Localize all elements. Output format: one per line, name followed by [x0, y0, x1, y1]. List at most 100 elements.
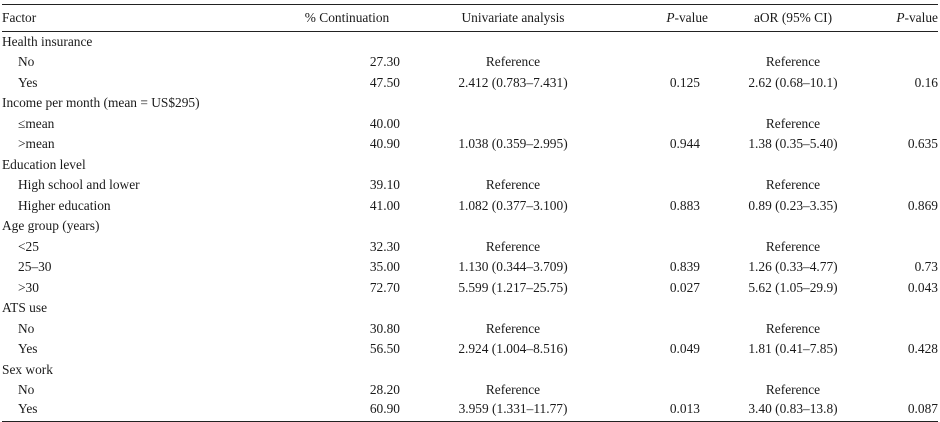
cell-univariate [418, 114, 608, 135]
table-row: <25 32.30 Reference Reference [2, 237, 938, 258]
cell-continuation: 56.50 [369, 341, 400, 357]
table-row: No 28.20 Reference Reference [2, 380, 938, 401]
cell-continuation: 60.90 [286, 400, 418, 422]
cell-p-value [608, 319, 712, 340]
cell-univariate: 3.959 (1.331–11.77) [418, 400, 608, 422]
cell-factor: No [18, 54, 35, 70]
cell-univariate: 1.038 (0.359–2.995) [458, 136, 568, 152]
cell-continuation: 39.10 [369, 177, 400, 193]
cell-factor: 25–30 [18, 259, 52, 275]
cell-univariate: 1.082 (0.377–3.100) [458, 197, 568, 213]
results-table: Factor % Continuation Univariate analysi… [2, 4, 938, 422]
cell-continuation: 40.90 [369, 136, 400, 152]
table-body: Health insurance No 27.30 Reference Referenc… [2, 32, 938, 422]
cell-univariate: Reference [485, 382, 541, 398]
cell-aor: 5.62 (1.05–29.9) [748, 279, 838, 295]
cell-univariate: Reference [485, 320, 541, 336]
cell-univariate: Reference [485, 238, 541, 254]
cell-factor: Higher education [18, 197, 111, 213]
table-row: Higher education 41.00 1.082 (0.377–3.100)… [2, 196, 938, 217]
cell-p-value [608, 380, 712, 401]
cell-aor: 3.40 (0.83–13.8) [712, 400, 874, 422]
table-row: 25–30 35.00 1.130 (0.344–3.709) 0.839 1.26 (… [2, 257, 938, 278]
cell-p-value: 0.049 [669, 341, 700, 357]
cell-continuation: 41.00 [369, 197, 400, 213]
cell-factor: Yes [2, 400, 286, 422]
cell-aor: Reference [765, 320, 821, 336]
results-table-figure: Factor % Continuation Univariate analysi… [2, 4, 938, 422]
cell-p-value [608, 52, 712, 73]
cell-adjusted-p-value [874, 237, 938, 258]
cell-adjusted-p-value: 0.869 [907, 197, 938, 213]
cell-p-value [608, 237, 712, 258]
group-row: Health insurance [2, 32, 938, 53]
group-row: Education level [2, 155, 938, 176]
table-row: Yes 56.50 2.924 (1.004–8.516) 0.049 1.81 (0.… [2, 339, 938, 360]
header-univariate: Univariate analysis [418, 4, 608, 32]
cell-univariate: Reference [485, 54, 541, 70]
group-label: Sex work [2, 361, 53, 377]
cell-univariate: 2.412 (0.783–7.431) [458, 74, 568, 90]
group-row: Income per month (mean = US$295) [2, 93, 938, 114]
header-p2-italic: P [896, 10, 905, 25]
cell-adjusted-p-value [874, 52, 938, 73]
cell-continuation: 32.30 [369, 238, 400, 254]
cell-continuation: 30.80 [369, 320, 400, 336]
cell-continuation: 72.70 [369, 279, 400, 295]
cell-factor: Yes [18, 341, 38, 357]
cell-aor: Reference [765, 238, 821, 254]
cell-factor: High school and lower [18, 177, 140, 193]
table-row: ≤mean 40.00 Reference [2, 114, 938, 135]
group-label: Education level [2, 156, 86, 172]
cell-continuation: 27.30 [369, 54, 400, 70]
table-row: High school and lower 39.10 Reference Refer… [2, 175, 938, 196]
table-row: Yes 60.90 3.959 (1.331–11.77) 0.013 3.40 (0.… [2, 400, 938, 422]
cell-aor: Reference [765, 177, 821, 193]
header-p2-suffix: -value [904, 10, 938, 25]
header-adjusted-p-value: P-value [874, 4, 938, 32]
table-row: >mean 40.90 1.038 (0.359–2.995) 0.944 1.38 (… [2, 134, 938, 155]
cell-p-value: 0.883 [669, 197, 700, 213]
cell-aor: 2.62 (0.68–10.1) [748, 74, 838, 90]
cell-aor: 1.81 (0.41–7.85) [748, 341, 838, 357]
cell-univariate: Reference [485, 177, 541, 193]
cell-p-value [608, 175, 712, 196]
cell-p-value: 0.027 [669, 279, 700, 295]
cell-aor: Reference [765, 382, 821, 398]
cell-univariate: 5.599 (1.217–25.75) [458, 279, 568, 295]
cell-p-value [608, 114, 712, 135]
cell-p-value: 0.944 [669, 136, 700, 152]
cell-adjusted-p-value: 0.635 [907, 136, 938, 152]
cell-adjusted-p-value [874, 380, 938, 401]
cell-adjusted-p-value: 0.428 [907, 341, 938, 357]
group-label: Age group (years) [2, 218, 100, 234]
table-row: No 30.80 Reference Reference [2, 319, 938, 340]
table-header: Factor % Continuation Univariate analysi… [2, 4, 938, 32]
cell-factor: Yes [18, 74, 38, 90]
cell-adjusted-p-value: 0.087 [874, 400, 938, 422]
table-row: No 27.30 Reference Reference [2, 52, 938, 73]
cell-factor: No [18, 382, 35, 398]
header-factor: Factor [2, 4, 286, 32]
group-label: ATS use [2, 300, 48, 316]
cell-adjusted-p-value: 0.043 [907, 279, 938, 295]
cell-aor: Reference [765, 54, 821, 70]
cell-univariate: 1.130 (0.344–3.709) [458, 259, 568, 275]
cell-adjusted-p-value [874, 319, 938, 340]
cell-p-value: 0.125 [669, 74, 700, 90]
cell-aor: 1.26 (0.33–4.77) [748, 259, 838, 275]
group-row: ATS use [2, 298, 938, 319]
group-row: Age group (years) [2, 216, 938, 237]
cell-continuation: 35.00 [369, 259, 400, 275]
group-row: Sex work [2, 360, 938, 381]
cell-factor: ≤mean [18, 115, 55, 131]
header-aor: aOR (95% CI) [712, 4, 874, 32]
cell-factor: >30 [18, 279, 39, 295]
cell-factor: No [18, 320, 35, 336]
cell-continuation: 47.50 [369, 74, 400, 90]
cell-p-value: 0.013 [608, 400, 712, 422]
cell-adjusted-p-value [874, 114, 938, 135]
table-row: Yes 47.50 2.412 (0.783–7.431) 0.125 2.62 (0.… [2, 73, 938, 94]
cell-continuation: 40.00 [369, 115, 400, 131]
cell-p-value: 0.839 [669, 259, 700, 275]
